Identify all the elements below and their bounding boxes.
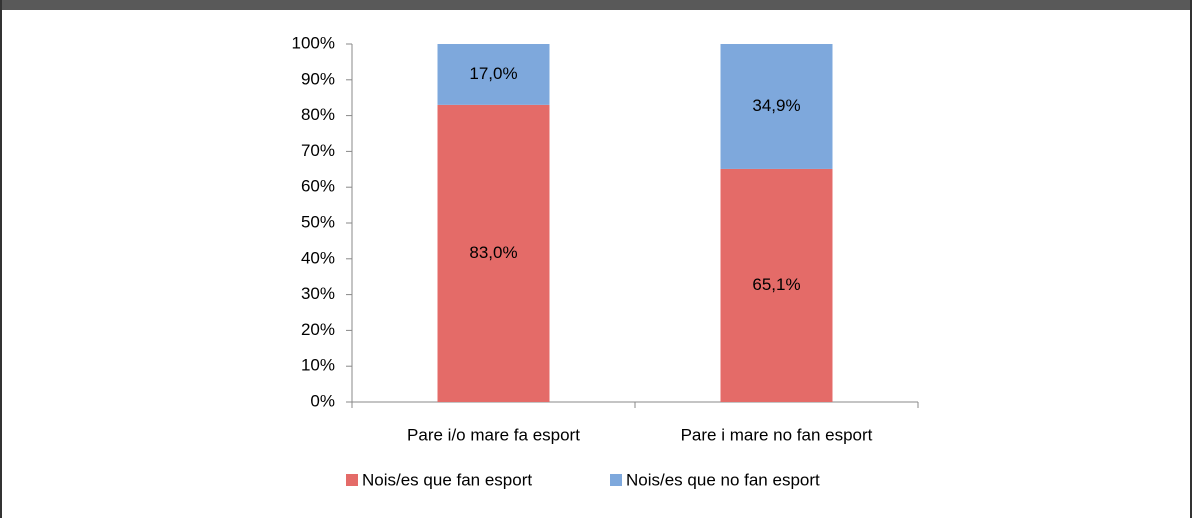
- data-label: 34,9%: [752, 96, 800, 115]
- bar-segment: [437, 44, 550, 105]
- y-tick-label: 80%: [301, 105, 335, 124]
- legend-label: Nois/es que fan esport: [362, 470, 532, 489]
- x-tick-label: Pare i/o mare fa esport: [407, 425, 580, 444]
- data-label: 65,1%: [752, 275, 800, 294]
- data-label: 83,0%: [469, 243, 517, 262]
- legend-swatch: [610, 474, 622, 486]
- bar-segment: [437, 104, 550, 403]
- y-tick-label: 100%: [292, 33, 335, 52]
- y-tick-label: 0%: [310, 391, 335, 410]
- data-label: 17,0%: [469, 64, 517, 83]
- x-tick-label: Pare i mare no fan esport: [681, 425, 873, 444]
- y-tick-label: 70%: [301, 141, 335, 160]
- bar-segment: [720, 168, 833, 402]
- y-tick-label: 50%: [301, 212, 335, 231]
- legend-label: Nois/es que no fan esport: [626, 470, 820, 489]
- y-tick-label: 60%: [301, 177, 335, 196]
- bar-segment: [720, 44, 833, 169]
- legend-swatch: [346, 474, 358, 486]
- y-tick-label: 30%: [301, 284, 335, 303]
- y-tick-label: 20%: [301, 320, 335, 339]
- y-tick-label: 10%: [301, 356, 335, 375]
- header-bar: [0, 0, 1192, 10]
- y-tick-label: 40%: [301, 248, 335, 267]
- y-tick-label: 90%: [301, 69, 335, 88]
